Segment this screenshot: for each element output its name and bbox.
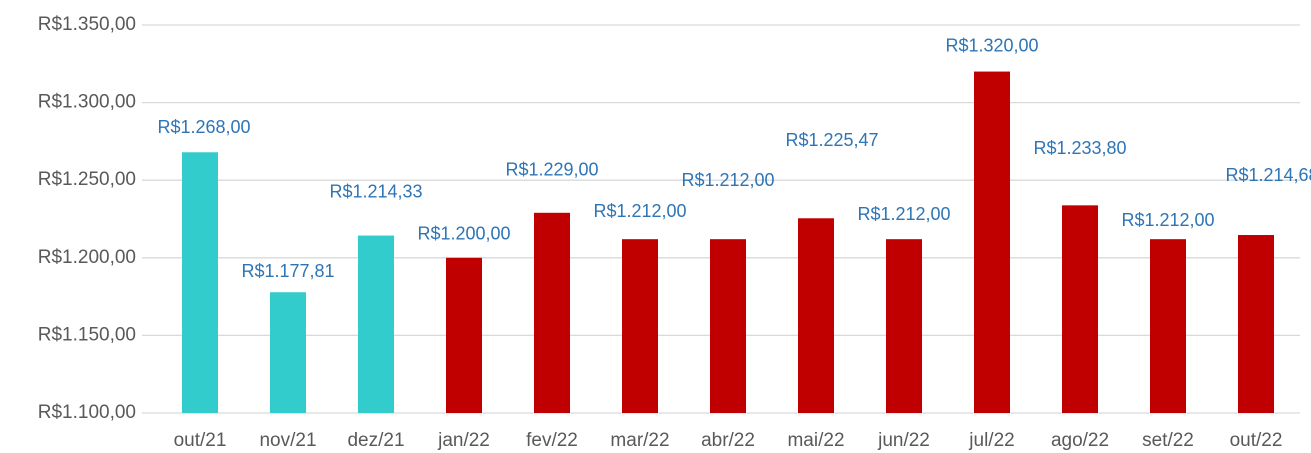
bar — [534, 212, 570, 413]
bar — [446, 257, 482, 413]
data-label: R$1.212,00 — [593, 201, 686, 221]
data-label: R$1.225,47 — [785, 130, 878, 150]
bar — [974, 71, 1010, 413]
x-tick-label: fev/22 — [526, 430, 578, 451]
bar — [1150, 239, 1186, 413]
x-tick-label: out/21 — [174, 430, 227, 451]
bar — [1062, 205, 1098, 413]
y-tick-label: R$1.100,00 — [38, 402, 136, 423]
y-tick-label: R$1.300,00 — [38, 92, 136, 113]
data-label: R$1.229,00 — [505, 160, 598, 180]
data-label: R$1.177,81 — [241, 261, 334, 281]
data-label: R$1.212,00 — [1121, 210, 1214, 230]
x-tick-label: out/22 — [1230, 430, 1283, 451]
x-tick-label: jul/22 — [968, 430, 1014, 451]
data-label: R$1.214,33 — [329, 181, 422, 201]
data-label: R$1.320,00 — [945, 35, 1038, 55]
data-label: R$1.212,00 — [857, 204, 950, 224]
x-tick-label: mai/22 — [787, 430, 844, 451]
x-tick-label: mar/22 — [610, 430, 669, 451]
data-label: R$1.200,00 — [417, 224, 510, 244]
x-tick-label: jun/22 — [877, 430, 930, 451]
data-label: R$1.214,68 — [1225, 165, 1311, 185]
bar — [886, 239, 922, 413]
data-label: R$1.268,00 — [157, 117, 250, 137]
bar — [182, 152, 218, 413]
x-tick-label: nov/21 — [259, 430, 316, 451]
bar — [1238, 235, 1274, 413]
x-tick-label: jan/22 — [437, 430, 490, 451]
y-tick-label: R$1.150,00 — [38, 324, 136, 345]
y-tick-label: R$1.200,00 — [38, 247, 136, 268]
x-tick-label: ago/22 — [1051, 430, 1109, 451]
y-tick-label: R$1.250,00 — [38, 169, 136, 190]
bar — [798, 218, 834, 413]
x-tick-label: set/22 — [1142, 430, 1194, 451]
x-tick-label: abr/22 — [701, 430, 755, 451]
bar — [710, 239, 746, 413]
bar — [270, 292, 306, 413]
data-label: R$1.212,00 — [681, 170, 774, 190]
x-tick-label: dez/21 — [347, 430, 404, 451]
bar — [622, 239, 658, 413]
y-tick-label: R$1.350,00 — [38, 14, 136, 35]
data-label: R$1.233,80 — [1033, 138, 1126, 158]
bar — [358, 235, 394, 413]
